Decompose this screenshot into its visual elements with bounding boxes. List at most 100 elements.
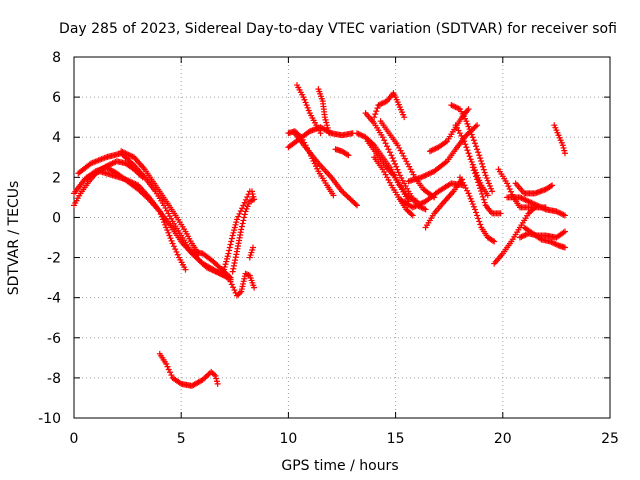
data-series-arc-z: [448, 102, 496, 195]
data-series-arc-i: [221, 188, 253, 273]
y-tick-label: 6: [52, 90, 61, 106]
data-point: [561, 150, 568, 157]
data-series-arc-ab: [396, 180, 468, 211]
data-point: [379, 134, 386, 141]
data-series-arc-ad: [469, 164, 504, 217]
data-point: [164, 227, 171, 234]
data-point: [239, 220, 246, 227]
data-point: [229, 268, 236, 275]
data-point: [304, 104, 311, 111]
data-point: [474, 212, 481, 219]
data-point: [477, 155, 484, 162]
data-point: [158, 213, 165, 220]
data-series-arc-h: [229, 188, 258, 275]
data-point: [489, 188, 496, 195]
data-point: [393, 163, 400, 170]
data-point: [504, 180, 511, 187]
data-point: [465, 123, 472, 130]
data-point: [228, 281, 235, 288]
data-point: [222, 261, 229, 268]
data-point: [471, 140, 478, 147]
data-point: [478, 188, 485, 195]
data-point: [323, 119, 330, 126]
data-point: [485, 180, 492, 187]
data-point: [381, 137, 388, 144]
data-point: [250, 244, 257, 251]
data-point: [505, 183, 512, 190]
data-point: [231, 224, 238, 231]
data-point: [326, 130, 333, 137]
data-point: [479, 193, 486, 200]
data-point: [469, 164, 476, 171]
data-point: [321, 114, 328, 121]
data-point: [385, 146, 392, 153]
data-point: [474, 122, 481, 129]
data-point: [162, 221, 169, 228]
data-point: [344, 151, 351, 158]
data-point: [174, 251, 181, 258]
data-point: [246, 188, 253, 195]
data-point: [214, 380, 221, 387]
data-point: [156, 208, 163, 215]
data-point: [213, 375, 220, 382]
data-point: [465, 190, 472, 197]
data-point: [389, 155, 396, 162]
data-point: [166, 232, 173, 239]
data-point: [549, 182, 556, 189]
data-point: [231, 287, 238, 294]
data-series-arc-ac: [422, 176, 466, 231]
data-point: [251, 284, 258, 291]
y-tick-label: -4: [47, 291, 61, 307]
data-point: [244, 193, 251, 200]
data-point: [157, 211, 164, 218]
data-point: [301, 96, 308, 103]
data-point: [229, 232, 236, 239]
data-point: [167, 369, 174, 376]
x-tick-label: 5: [177, 431, 186, 447]
data-point: [172, 246, 179, 253]
data-point: [228, 235, 235, 242]
data-point: [480, 166, 487, 173]
y-tick-label: 4: [52, 130, 61, 146]
data-series-arc-p: [291, 130, 361, 209]
data-point: [228, 238, 235, 245]
data-point: [232, 257, 239, 264]
data-point: [467, 156, 474, 163]
data-point: [476, 218, 483, 225]
data-series-arc-x: [405, 122, 481, 185]
data-point: [478, 158, 485, 165]
data-point: [467, 128, 474, 135]
data-point: [484, 192, 491, 199]
data-point: [386, 149, 393, 156]
data-point: [373, 108, 380, 115]
data-point: [470, 137, 477, 144]
data-point: [231, 227, 238, 234]
data-series-arc-g: [227, 270, 258, 299]
data-point: [474, 146, 481, 153]
data-point: [465, 150, 472, 157]
data-point: [560, 144, 567, 151]
data-point: [251, 196, 258, 203]
data-point: [322, 116, 329, 123]
grid: [74, 57, 610, 418]
data-point: [481, 169, 488, 176]
data-point: [391, 160, 398, 167]
data-point: [471, 206, 478, 213]
data-point: [164, 363, 171, 370]
data-point: [464, 147, 471, 154]
data-point: [167, 235, 174, 242]
data-point: [250, 193, 257, 200]
data-point: [168, 372, 175, 379]
data-point: [561, 147, 568, 154]
data-point: [249, 197, 256, 204]
data-point: [468, 131, 475, 138]
data-point: [486, 183, 493, 190]
y-tick-label: -8: [47, 371, 61, 387]
data-point: [471, 170, 478, 177]
data-point: [227, 241, 234, 248]
data-point: [461, 138, 468, 145]
data-point: [467, 195, 474, 202]
data-point: [478, 190, 485, 197]
data-series-arc-m: [285, 128, 337, 199]
